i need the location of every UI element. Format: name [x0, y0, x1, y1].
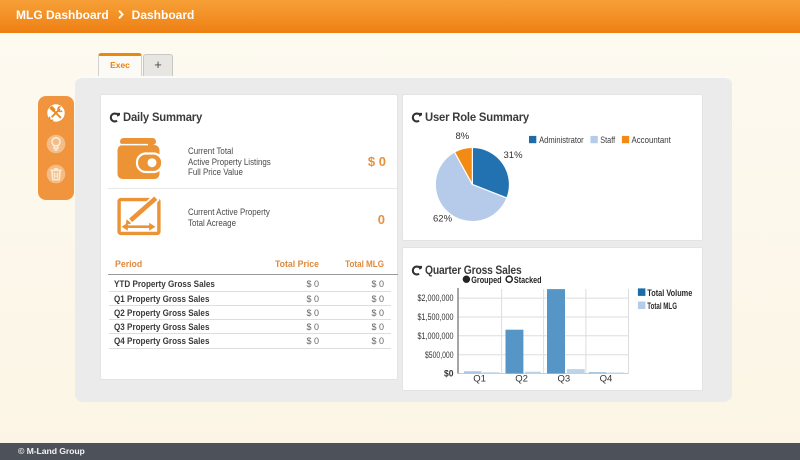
svg-text:$0: $0 [444, 369, 454, 380]
svg-text:$500,000: $500,000 [425, 350, 454, 361]
svg-text:8%: 8% [456, 131, 470, 142]
svg-text:$1,500,000: $1,500,000 [418, 312, 454, 323]
svg-text:$2,000,000: $2,000,000 [418, 293, 454, 304]
svg-text:Staff: Staff [600, 135, 615, 146]
svg-text:Administrator: Administrator [539, 135, 584, 146]
svg-text:Total MLG: Total MLG [647, 301, 677, 312]
svg-text:Q3: Q3 [557, 374, 570, 385]
svg-text:Q1: Q1 [473, 374, 486, 385]
svg-text:Total Volume: Total Volume [647, 288, 692, 299]
svg-text:Stacked: Stacked [514, 275, 542, 286]
svg-text:Q2: Q2 [515, 374, 528, 385]
svg-text:Q4: Q4 [600, 374, 613, 385]
svg-text:31%: 31% [504, 150, 524, 161]
svg-text:Grouped: Grouped [471, 275, 502, 286]
svg-text:Accountant: Accountant [632, 135, 672, 146]
svg-text:$1,000,000: $1,000,000 [418, 331, 454, 342]
svg-text:62%: 62% [433, 214, 453, 225]
